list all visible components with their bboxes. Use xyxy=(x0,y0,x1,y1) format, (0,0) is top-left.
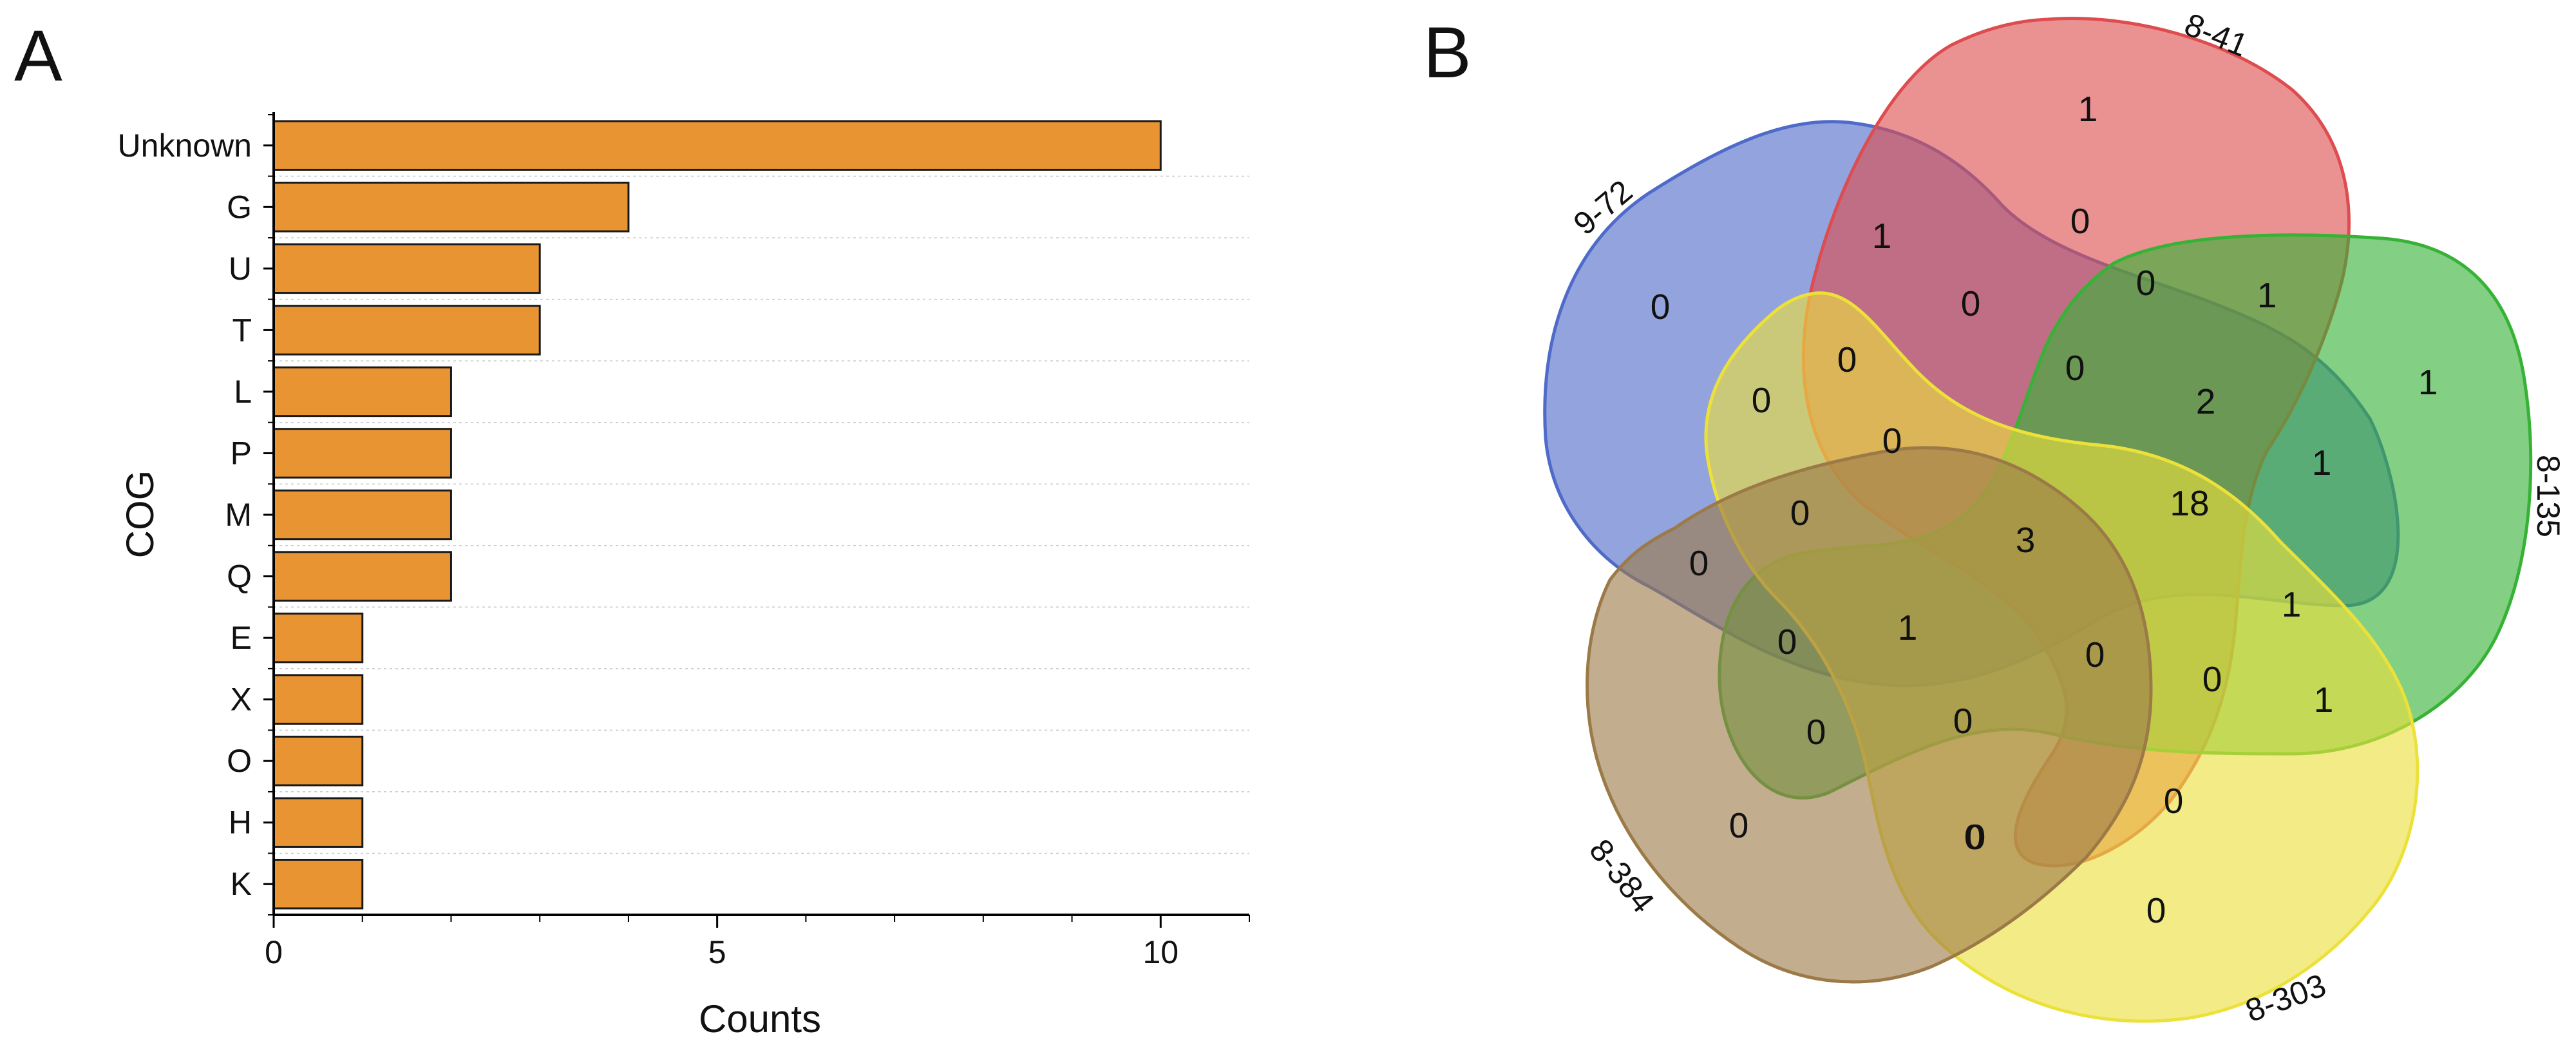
y-tick-label: L xyxy=(234,374,252,410)
y-tick-label: P xyxy=(231,435,252,471)
y-tick-label: M xyxy=(225,497,252,533)
bar-k xyxy=(272,858,364,910)
y-tick-label: U xyxy=(229,251,252,287)
venn-region-count: 1 xyxy=(2078,89,2098,129)
venn-region-count: 0 xyxy=(1964,817,1984,857)
y-tick-label: K xyxy=(231,866,252,902)
x-tick-label: 5 xyxy=(708,934,726,970)
bar-x xyxy=(272,674,364,725)
venn-region-count: 0 xyxy=(2164,781,2184,821)
panel-label-a: A xyxy=(14,15,62,96)
venn-region-count: 0 xyxy=(1961,283,1981,323)
venn-region-count: 0 xyxy=(2085,635,2105,675)
venn-region-count: 0 xyxy=(2070,201,2090,241)
x-axis: 0 5 10 xyxy=(265,914,1250,970)
venn-region-count: 0 xyxy=(1689,543,1709,583)
venn-region-count: 0 xyxy=(2202,659,2222,699)
venn-region-count: 0 xyxy=(1790,493,1810,533)
bar-g xyxy=(272,182,630,233)
bar-l xyxy=(272,366,452,417)
venn-region-count: 0 xyxy=(1651,287,1671,327)
venn-region-count: 0 xyxy=(1777,622,1797,662)
venn-region-counts: 0 1 1 0 0 1 1 1 0 0 0 0 0 1 0 0 2 0 0 0 … xyxy=(1651,89,2438,930)
venn-region-count: 0 xyxy=(1966,817,1986,857)
panel-label-b: B xyxy=(1423,12,1472,93)
venn-region-count: 0 xyxy=(1837,340,1857,379)
x-tick-label: 10 xyxy=(1142,934,1179,970)
bar-q xyxy=(272,551,452,602)
x-tick-label: 0 xyxy=(265,934,283,970)
bar-unknown xyxy=(272,120,1162,171)
bar-m xyxy=(272,489,452,541)
venn-region-count: 1 xyxy=(1872,216,1892,256)
bar-e xyxy=(272,612,364,664)
x-axis-title: Counts xyxy=(699,997,821,1040)
bar-o xyxy=(272,735,364,787)
venn-region-count: 2 xyxy=(2196,381,2216,421)
venn-region-count: 0 xyxy=(2065,348,2085,388)
venn-region-count: 0 xyxy=(2136,263,2156,303)
grid-lines xyxy=(274,175,1249,854)
bar-h xyxy=(272,797,364,848)
set-label-8-135: 8-135 xyxy=(2530,455,2566,537)
venn-region-count: 1 xyxy=(2314,680,2334,720)
venn-region-count: 0 xyxy=(1953,701,1973,741)
bar-t xyxy=(272,305,541,356)
venn-region-count: 0 xyxy=(1729,805,1749,845)
y-tick-label: Unknown xyxy=(118,128,252,164)
venn-region-count: 1 xyxy=(1898,608,1918,647)
venn-set-8-384 xyxy=(1586,446,2153,984)
y-tick-label: Q xyxy=(227,559,252,595)
venn-sets xyxy=(1543,16,2533,1023)
venn-region-count: 0 xyxy=(2146,890,2166,930)
venn-region-count: 0 xyxy=(1752,380,1772,420)
venn-region-count: 0 xyxy=(1882,421,1902,461)
y-axis-title: COG xyxy=(118,470,162,559)
y-tick-label: O xyxy=(227,743,252,779)
venn-region-count: 0 xyxy=(1806,712,1826,752)
venn-region-count: 1 xyxy=(2282,584,2302,624)
y-tick-label: E xyxy=(231,620,252,656)
y-tick-label: G xyxy=(227,189,252,225)
bar-p xyxy=(272,428,452,479)
venn-region-count: 1 xyxy=(2418,362,2438,402)
venn-region-count: 3 xyxy=(2016,520,2036,560)
bar-u xyxy=(272,243,541,294)
venn-region-count: 1 xyxy=(2312,443,2332,483)
y-tick-label: X xyxy=(231,682,252,718)
y-tick-label: T xyxy=(232,312,252,348)
venn-region-count: 1 xyxy=(2257,275,2277,315)
y-tick-label: H xyxy=(229,805,252,841)
venn-region-count: 18 xyxy=(2170,483,2209,523)
venn-diagram: B 9-72 8-41 8-135 8-303 8-384 0 1 1 0 0 … xyxy=(1423,6,2566,1030)
bars xyxy=(272,120,1162,910)
